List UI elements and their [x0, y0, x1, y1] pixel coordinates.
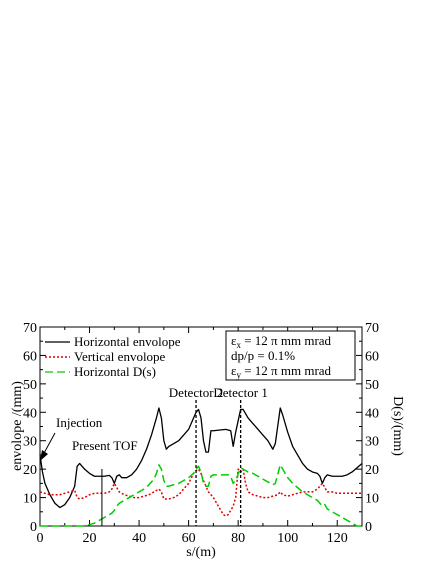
- legend-label-vertical-envolope: Vertical envolope: [74, 349, 166, 364]
- legend-label-horizontal-ds: Horizontal D(s): [74, 364, 156, 379]
- detector-2-label: Detector 2: [169, 385, 224, 400]
- y-tick-label: 60: [23, 349, 37, 364]
- y-axis-label: envolope /(mm): [10, 381, 25, 471]
- y-tick-label: 30: [23, 435, 37, 450]
- y2-tick-label: 20: [365, 463, 379, 478]
- x-tick-label: 80: [231, 531, 245, 546]
- parameter-emittance-x: εx = 12 π mm mrad: [231, 333, 332, 350]
- y2-tick-label: 40: [365, 406, 379, 421]
- legend-label-horizontal-envolope: Horizontal envolope: [74, 334, 181, 349]
- y-tick-label: 10: [23, 492, 37, 507]
- detector-1-label: Detector 1: [213, 385, 268, 400]
- y-tick-label: 70: [23, 321, 37, 336]
- x-tick-label: 40: [132, 531, 146, 546]
- x-tick-label: 0: [37, 531, 44, 546]
- parameter-momentum-spread: dp/p = 0.1%: [231, 348, 295, 363]
- right-axis: 0 10 20 30 40 50 60 70: [356, 321, 379, 535]
- x-tick-label: 20: [83, 531, 97, 546]
- y2-tick-label: 50: [365, 378, 379, 393]
- injection-arrow-line: [42, 432, 56, 456]
- parameters-box: εx = 12 π mm mrad dp/p = 0.1% εy = 12 π …: [225, 330, 356, 381]
- injection-label: Injection: [56, 415, 103, 430]
- legend: Horizontal envolope Vertical envolope Ho…: [45, 334, 181, 379]
- left-axis: 0 10 20 30 40 50 60 70: [23, 321, 46, 535]
- present-tof-label: Present TOF: [72, 438, 138, 453]
- y2-tick-label: 60: [365, 349, 379, 364]
- x-tick-label: 120: [327, 531, 348, 546]
- injection-arrow-head: [40, 450, 48, 461]
- annotations: Injection Present TOF: [40, 415, 138, 526]
- series-line-vertical-envolope: [39, 468, 362, 517]
- y-tick-label: 0: [30, 520, 37, 535]
- series-layer: [39, 407, 363, 527]
- y-tick-label: 50: [23, 378, 37, 393]
- y-tick-label: 40: [23, 406, 37, 421]
- y2-tick-label: 0: [365, 520, 372, 535]
- series-line-horizontal-envolope: [39, 407, 363, 509]
- parameter-emittance-y: εy = 12 π mm mrad: [231, 363, 332, 380]
- y2-tick-label: 70: [365, 321, 379, 336]
- y2-axis-label: D(s)/(mm): [390, 396, 405, 456]
- series-line-horizontal-d-s: [40, 464, 362, 527]
- parameters-box-frame: [225, 330, 356, 381]
- y2-tick-label: 30: [365, 435, 379, 450]
- x-axis-label: s/(m): [186, 545, 216, 560]
- y-tick-label: 20: [23, 463, 37, 478]
- x-tick-label: 100: [277, 531, 298, 546]
- y2-tick-label: 10: [365, 492, 379, 507]
- bottom-axis: 0 20 40 60 80 100 120: [37, 327, 348, 546]
- x-tick-label: 60: [182, 531, 196, 546]
